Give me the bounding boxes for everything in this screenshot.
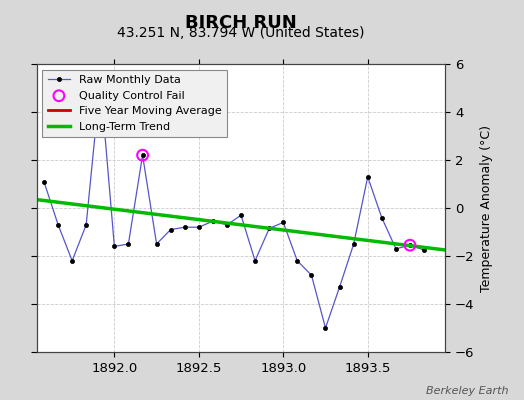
Raw Monthly Data (238, 213, 244, 218)
Raw Monthly Data (266, 226, 272, 231)
Raw Monthly Data (195, 225, 202, 230)
Raw Monthly Data (421, 248, 427, 252)
Text: BIRCH RUN: BIRCH RUN (185, 14, 297, 32)
Raw Monthly Data (111, 244, 117, 249)
Raw Monthly Data (336, 285, 343, 290)
Raw Monthly Data (407, 243, 413, 248)
Raw Monthly Data (308, 273, 314, 278)
Raw Monthly Data (210, 219, 216, 224)
Raw Monthly Data (83, 222, 89, 227)
Raw Monthly Data (378, 215, 385, 220)
Raw Monthly Data (365, 174, 371, 179)
Raw Monthly Data (55, 222, 61, 227)
Raw Monthly Data (393, 246, 399, 251)
Raw Monthly Data (41, 179, 47, 184)
Raw Monthly Data (154, 242, 160, 246)
Raw Monthly Data (322, 326, 329, 330)
Text: Berkeley Earth: Berkeley Earth (426, 386, 508, 396)
Raw Monthly Data (139, 153, 146, 158)
Quality Control Fail (138, 152, 147, 158)
Raw Monthly Data (125, 242, 132, 246)
Raw Monthly Data (224, 222, 230, 227)
Raw Monthly Data (351, 242, 357, 246)
Raw Monthly Data (280, 220, 287, 225)
Raw Monthly Data (294, 258, 300, 263)
Line: Raw Monthly Data: Raw Monthly Data (42, 79, 426, 330)
Y-axis label: Temperature Anomaly (°C): Temperature Anomaly (°C) (481, 124, 493, 292)
Quality Control Fail (406, 242, 414, 248)
Raw Monthly Data (252, 258, 258, 263)
Raw Monthly Data (69, 258, 75, 263)
Raw Monthly Data (168, 227, 174, 232)
Raw Monthly Data (97, 78, 104, 83)
Legend: Raw Monthly Data, Quality Control Fail, Five Year Moving Average, Long-Term Tren: Raw Monthly Data, Quality Control Fail, … (42, 70, 227, 137)
Text: 43.251 N, 83.794 W (United States): 43.251 N, 83.794 W (United States) (117, 26, 365, 40)
Raw Monthly Data (182, 225, 188, 230)
